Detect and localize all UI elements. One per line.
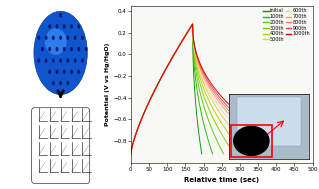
Circle shape <box>48 24 51 29</box>
Circle shape <box>85 47 87 51</box>
Ellipse shape <box>45 28 67 55</box>
Circle shape <box>63 24 66 29</box>
Circle shape <box>59 36 62 40</box>
X-axis label: Relative time (sec): Relative time (sec) <box>184 177 259 183</box>
Legend: Initial, 100th, 200th, 300th, 400th, 500th, 600th, 700th, 800th, 900th, 1000th: Initial, 100th, 200th, 300th, 400th, 500… <box>261 7 312 44</box>
Circle shape <box>70 24 73 29</box>
Circle shape <box>37 58 40 63</box>
Circle shape <box>56 70 58 74</box>
Circle shape <box>34 11 87 94</box>
Y-axis label: Potential (V vs Hg/HgO): Potential (V vs Hg/HgO) <box>106 42 110 126</box>
Circle shape <box>77 47 80 51</box>
Circle shape <box>56 24 58 29</box>
Circle shape <box>48 70 51 74</box>
Circle shape <box>66 58 69 63</box>
Circle shape <box>70 47 73 51</box>
Circle shape <box>74 58 77 63</box>
Circle shape <box>70 70 73 74</box>
Circle shape <box>74 36 77 40</box>
Circle shape <box>66 81 69 85</box>
Circle shape <box>48 47 51 51</box>
Circle shape <box>66 36 69 40</box>
Circle shape <box>81 58 84 63</box>
Circle shape <box>59 81 62 85</box>
Circle shape <box>59 13 62 17</box>
Circle shape <box>45 58 48 63</box>
Circle shape <box>81 36 84 40</box>
Circle shape <box>77 70 80 74</box>
Circle shape <box>41 47 44 51</box>
Circle shape <box>77 24 80 29</box>
Circle shape <box>45 36 48 40</box>
Circle shape <box>59 58 62 63</box>
Circle shape <box>63 47 66 51</box>
Circle shape <box>56 47 58 51</box>
Circle shape <box>37 36 40 40</box>
Circle shape <box>52 58 55 63</box>
Circle shape <box>63 70 66 74</box>
Circle shape <box>52 36 55 40</box>
Circle shape <box>52 81 55 85</box>
